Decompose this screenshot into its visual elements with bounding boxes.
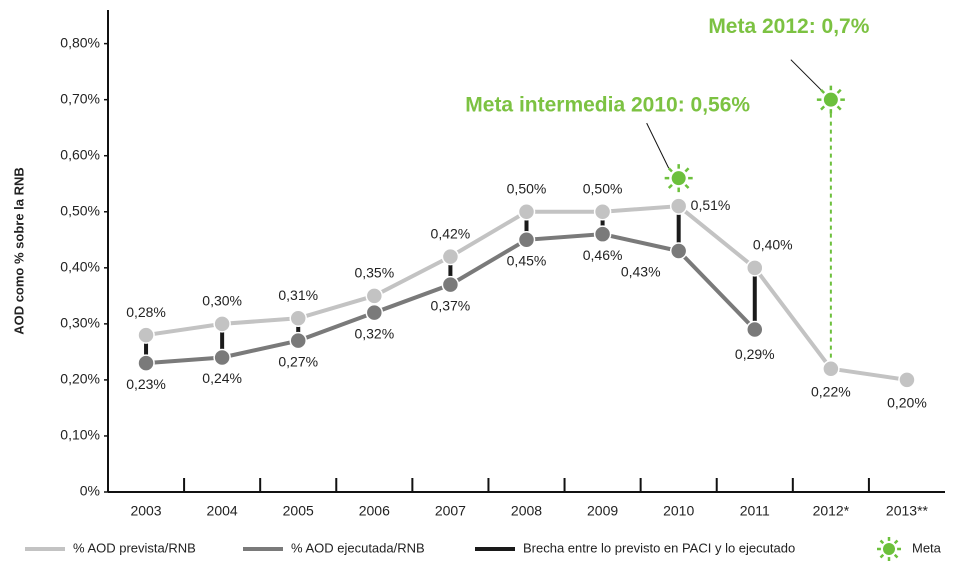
point — [137, 326, 155, 344]
value-label: 0,31% — [278, 287, 318, 303]
point — [517, 203, 536, 221]
y-tick-label: 0,20% — [60, 371, 100, 387]
x-tick-label: 2009 — [587, 503, 618, 519]
goal-annotation: Meta intermedia 2010: 0,56% — [465, 94, 750, 117]
sun-ray — [893, 539, 899, 545]
sun-ray — [820, 88, 826, 94]
point — [593, 203, 612, 221]
x-tick-label: 2010 — [663, 503, 694, 519]
x-tick-label: 2012* — [813, 503, 850, 519]
value-label: 0,20% — [887, 395, 927, 411]
goal-marker — [664, 164, 693, 193]
value-label: 0,29% — [735, 346, 775, 362]
point — [289, 309, 307, 328]
point — [517, 231, 536, 249]
x-tick-label: 2005 — [283, 503, 314, 519]
x-tick-label: 2013** — [886, 503, 929, 519]
legend-label: Meta — [912, 540, 942, 555]
value-label: 0,40% — [753, 237, 793, 253]
point — [669, 197, 688, 215]
point — [289, 331, 307, 350]
y-tick-label: 0,30% — [60, 315, 100, 331]
sun-core — [823, 92, 838, 107]
point — [593, 225, 612, 243]
point — [746, 259, 764, 277]
goal-marker — [816, 85, 845, 114]
sun-ray — [893, 553, 899, 559]
sun-ray — [820, 105, 826, 111]
value-label: 0,28% — [126, 304, 166, 320]
value-label: 0,37% — [431, 297, 471, 313]
y-tick-label: 0,80% — [60, 34, 100, 50]
value-label: 0,50% — [507, 180, 547, 196]
x-tick-label: 2008 — [511, 503, 542, 519]
point — [213, 315, 231, 333]
point — [822, 359, 840, 378]
value-label: 0,23% — [126, 376, 166, 392]
value-label: 0,46% — [583, 247, 623, 263]
value-label: 0,51% — [691, 197, 731, 213]
point — [365, 287, 384, 305]
point — [213, 348, 231, 367]
point — [746, 320, 764, 339]
x-tick-label: 2006 — [359, 503, 390, 519]
point — [441, 275, 460, 294]
x-tick-label: 2004 — [207, 503, 238, 519]
value-label: 0,24% — [202, 370, 242, 386]
y-tick-label: 0,40% — [60, 259, 100, 275]
sun-ray — [836, 88, 842, 94]
sun-ray — [879, 539, 885, 545]
point — [441, 247, 460, 266]
legend-label: % AOD prevista/RNB — [73, 540, 196, 555]
value-label: 0,27% — [278, 353, 318, 369]
legend-label: % AOD ejecutada/RNB — [291, 540, 425, 555]
sun-ray — [879, 553, 885, 559]
value-label: 0,42% — [431, 225, 471, 241]
sun-core — [883, 543, 895, 555]
goal-marker — [877, 537, 901, 561]
value-label: 0,22% — [811, 383, 851, 399]
point — [669, 242, 688, 260]
sun-ray — [836, 105, 842, 111]
sun-core — [671, 171, 686, 186]
annotation-arrow — [646, 122, 670, 169]
point — [137, 354, 155, 372]
annotation-arrow — [790, 59, 822, 91]
y-tick-label: 0,10% — [60, 427, 100, 443]
y-tick-label: 0% — [80, 483, 100, 499]
goal-annotation: Meta 2012: 0,7% — [708, 15, 869, 38]
point — [898, 371, 916, 389]
x-tick-label: 2007 — [435, 503, 466, 519]
sun-ray — [667, 167, 673, 173]
point — [365, 303, 384, 322]
y-axis-label: AOD como % sobre la RNB — [11, 167, 26, 335]
value-label: 0,32% — [354, 325, 394, 341]
value-label: 0,30% — [202, 293, 242, 309]
sun-ray — [684, 183, 690, 189]
sun-ray — [684, 167, 690, 173]
y-tick-label: 0,60% — [60, 146, 100, 162]
value-label: 0,45% — [507, 252, 547, 268]
x-tick-label: 2011 — [740, 503, 770, 519]
y-tick-label: 0,50% — [60, 202, 100, 218]
value-label: 0,50% — [583, 180, 623, 196]
sun-ray — [667, 183, 673, 189]
x-tick-label: 2003 — [130, 503, 161, 519]
legend-label: Brecha entre lo previsto en PACI y lo ej… — [523, 540, 795, 555]
value-label: 0,35% — [354, 265, 394, 281]
value-label: 0,43% — [621, 264, 661, 280]
y-tick-label: 0,70% — [60, 90, 100, 106]
